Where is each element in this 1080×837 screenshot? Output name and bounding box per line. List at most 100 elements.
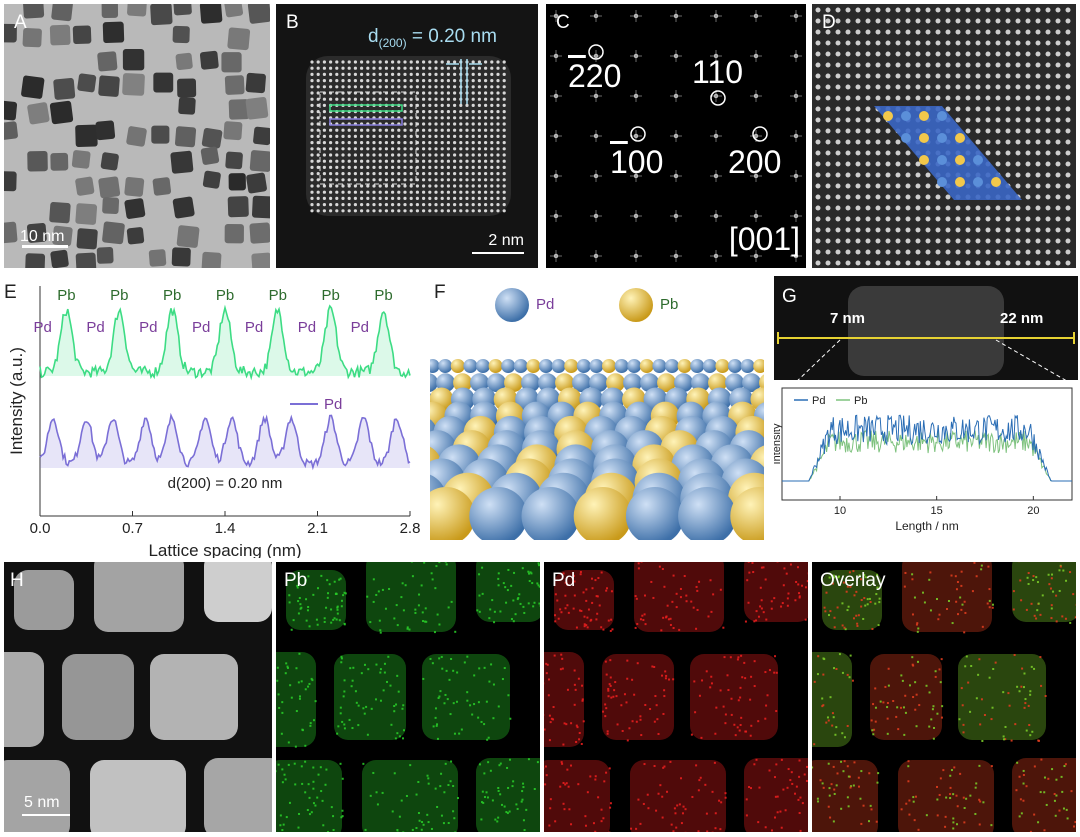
nanocube-map	[476, 758, 540, 832]
atom-column	[502, 147, 506, 151]
pd-sphere	[691, 373, 710, 393]
atom-column	[955, 7, 961, 13]
atom-column	[1035, 106, 1041, 112]
atom-column	[955, 18, 961, 24]
signal-pixel	[832, 765, 835, 768]
atom-column	[1025, 106, 1031, 112]
signal-pixel	[452, 702, 455, 705]
signal-pixel	[626, 739, 629, 742]
signal-pixel	[351, 679, 354, 682]
signal-pixel	[319, 766, 322, 769]
atom-column	[446, 141, 450, 145]
signal-pixel	[712, 593, 715, 596]
signal-pixel	[853, 761, 856, 764]
signal-pixel	[414, 608, 417, 611]
signal-pixel	[326, 596, 329, 599]
pd-sphere	[690, 359, 705, 373]
signal-pixel	[636, 662, 639, 665]
atom-column	[885, 18, 891, 24]
signal-pixel	[324, 783, 327, 786]
atom-column	[935, 40, 941, 46]
signal-pixel	[508, 758, 511, 761]
pd-sphere	[501, 359, 516, 373]
signal-pixel	[393, 617, 396, 620]
signal-pixel	[876, 586, 879, 589]
atom-column	[1065, 150, 1071, 156]
signal-pixel	[980, 568, 983, 571]
signal-pixel	[1015, 789, 1018, 792]
signal-pixel	[545, 662, 548, 665]
signal-pixel	[886, 706, 889, 709]
atom-column	[955, 117, 961, 123]
pd-sphere	[513, 359, 528, 373]
atom-column	[384, 134, 388, 138]
atom-column	[341, 190, 345, 194]
nanocube	[172, 196, 195, 219]
signal-pixel	[453, 817, 456, 820]
atom-column	[428, 128, 432, 132]
signal-pixel	[639, 715, 642, 718]
nanocube	[4, 121, 18, 140]
signal-pixel	[781, 602, 784, 605]
nanocube	[204, 562, 272, 622]
atom-column	[310, 190, 314, 194]
atom-column	[465, 128, 469, 132]
signal-pixel	[483, 796, 486, 799]
atom-column	[403, 190, 407, 194]
signal-pixel	[678, 803, 681, 806]
signal-pixel	[747, 601, 750, 604]
signal-pixel	[301, 728, 304, 731]
atom-column	[1025, 29, 1031, 35]
pb-map-label: Pb	[284, 570, 308, 591]
signal-pixel	[582, 720, 585, 723]
atom-column	[484, 128, 488, 132]
signal-pixel	[487, 736, 490, 739]
pd-peak-label: Pd	[298, 319, 316, 336]
atom-column	[496, 141, 500, 145]
atom-column	[453, 172, 457, 176]
atom-column	[378, 72, 382, 76]
signal-pixel	[586, 616, 589, 619]
atom-column	[502, 122, 506, 126]
atom-column	[409, 128, 413, 132]
pb-sphere	[753, 359, 764, 373]
atom-column	[1025, 227, 1031, 233]
signal-pixel	[504, 586, 507, 589]
signal-pixel	[804, 618, 807, 621]
atom-column	[1065, 139, 1071, 145]
signal-pixel	[492, 717, 495, 720]
atom-column	[955, 106, 961, 112]
nanocube	[201, 251, 222, 268]
signal-pixel	[366, 733, 369, 736]
legend-label-pd: Pd	[812, 395, 825, 407]
signal-pixel	[696, 608, 699, 611]
atom-column	[453, 184, 457, 188]
atom-column	[865, 18, 871, 24]
pb-sphere	[573, 487, 632, 540]
signal-pixel	[786, 597, 789, 600]
atom-column	[484, 91, 488, 95]
atom-column	[347, 97, 351, 101]
atom-column	[434, 128, 438, 132]
atom-column	[360, 209, 364, 213]
signal-pixel	[934, 675, 937, 678]
atom-column	[875, 216, 881, 222]
signal-pixel	[1055, 594, 1058, 597]
signal-pixel	[625, 701, 628, 704]
atom-column	[378, 153, 382, 157]
atom-column	[496, 128, 500, 132]
signal-pixel	[396, 674, 399, 677]
atom-column	[484, 134, 488, 138]
atom-column	[945, 73, 951, 79]
nanocube-map	[334, 654, 406, 740]
signal-pixel	[942, 769, 945, 772]
signal-pixel	[486, 738, 489, 741]
signal-pixel	[737, 656, 740, 659]
nanocube	[249, 150, 270, 172]
atom-column	[490, 153, 494, 157]
atom-column	[825, 238, 831, 244]
atom-column	[945, 238, 951, 244]
signal-pixel	[438, 562, 441, 564]
atom-column	[1045, 194, 1051, 200]
atom-column	[484, 196, 488, 200]
